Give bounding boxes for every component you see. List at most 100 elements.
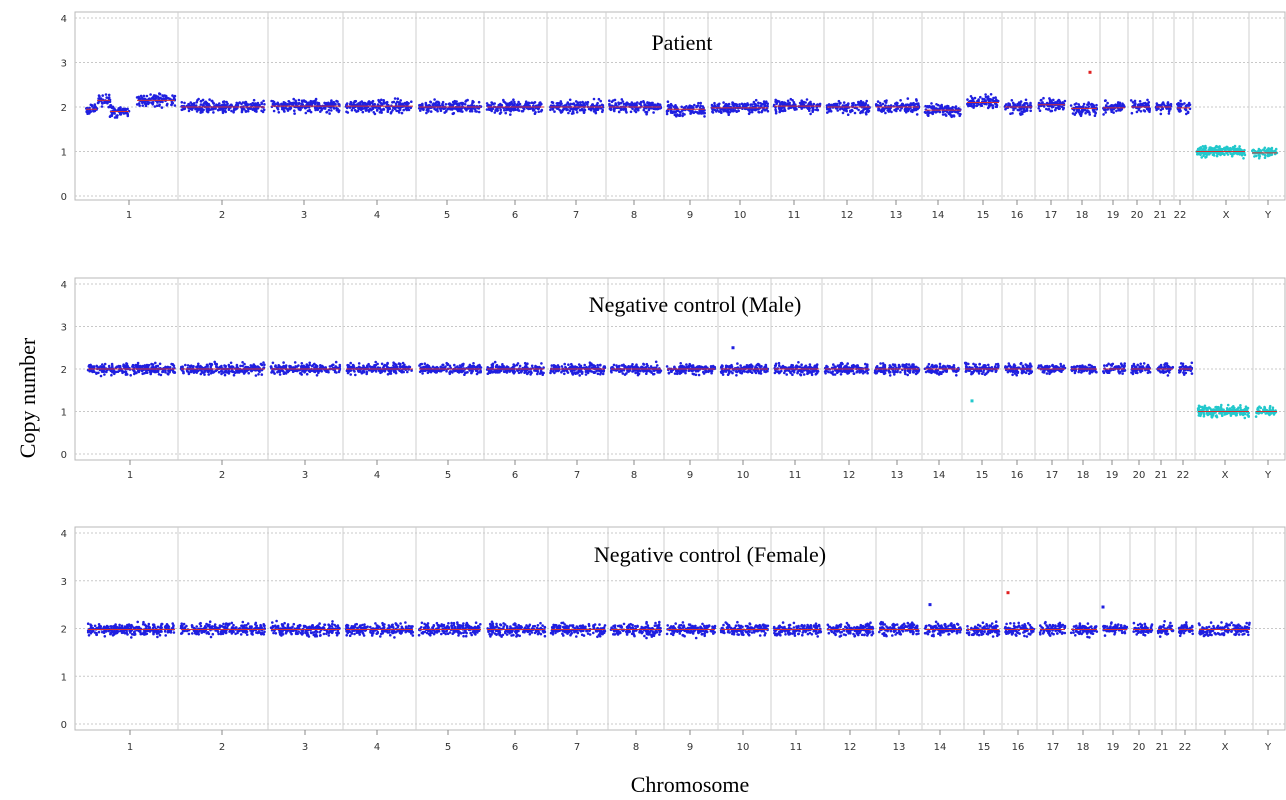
data-point xyxy=(207,102,210,106)
data-point xyxy=(189,365,192,368)
data-point xyxy=(631,102,635,106)
data-point xyxy=(1019,100,1023,103)
data-point xyxy=(565,369,569,373)
data-point xyxy=(485,108,489,111)
data-point xyxy=(86,110,90,113)
data-point xyxy=(396,97,400,100)
data-point xyxy=(537,110,540,113)
data-point xyxy=(904,108,907,111)
data-points xyxy=(108,104,131,119)
data-point xyxy=(575,111,579,114)
data-point xyxy=(243,371,247,374)
x-tick-label: 8 xyxy=(631,470,637,481)
data-point xyxy=(854,103,857,107)
data-point xyxy=(1266,148,1269,151)
data-point xyxy=(941,113,945,116)
data-point xyxy=(612,99,615,102)
data-point xyxy=(1146,102,1150,105)
data-point xyxy=(374,370,378,373)
data-point xyxy=(1233,144,1237,148)
data-point xyxy=(957,112,960,115)
data-point xyxy=(305,372,309,376)
data-point xyxy=(470,365,474,369)
data-point xyxy=(735,110,738,113)
data-point xyxy=(526,372,529,375)
x-tick-label: 10 xyxy=(737,470,750,481)
data-point xyxy=(808,106,811,110)
data-point xyxy=(350,108,354,112)
data-point xyxy=(683,113,686,116)
x-tick-label: 6 xyxy=(512,470,518,481)
data-point xyxy=(158,92,161,95)
data-point xyxy=(549,369,553,373)
data-point xyxy=(227,370,231,373)
data-point xyxy=(334,102,337,106)
panel-title: Patient xyxy=(651,30,712,55)
data-point xyxy=(775,102,778,105)
data-point xyxy=(512,372,516,375)
data-point xyxy=(464,100,467,103)
data-point xyxy=(1079,114,1083,118)
data-point xyxy=(395,109,398,113)
data-point xyxy=(282,361,285,364)
data-point xyxy=(111,370,114,374)
data-point xyxy=(315,374,319,377)
data-point xyxy=(134,363,138,367)
data-point xyxy=(532,101,535,105)
data-point xyxy=(836,109,839,112)
data-point xyxy=(330,101,334,104)
data-point xyxy=(144,104,148,108)
data-point xyxy=(1196,148,1200,152)
data-point xyxy=(530,364,534,368)
data-point xyxy=(1178,108,1182,112)
data-point xyxy=(406,102,410,105)
data-point xyxy=(195,101,198,104)
data-point xyxy=(353,100,357,103)
data-point xyxy=(310,364,314,368)
data-point xyxy=(476,364,480,368)
data-point xyxy=(856,103,860,106)
data-point xyxy=(724,104,727,108)
data-point xyxy=(517,100,520,104)
x-tick-label: 2 xyxy=(219,210,225,221)
data-point xyxy=(221,111,225,115)
data-point xyxy=(252,102,256,106)
data-point xyxy=(1050,101,1054,105)
x-tick-label: 11 xyxy=(788,210,801,221)
data-point xyxy=(886,109,889,112)
data-point xyxy=(1052,105,1055,108)
data-point xyxy=(337,102,340,106)
data-point xyxy=(121,371,124,375)
data-point xyxy=(463,371,467,375)
data-point xyxy=(578,374,581,377)
data-point xyxy=(675,115,678,118)
data-point xyxy=(766,102,769,105)
data-point xyxy=(477,110,481,114)
data-point xyxy=(260,102,264,106)
data-point xyxy=(757,111,761,114)
data-point xyxy=(241,364,244,368)
data-point xyxy=(154,361,157,365)
data-point xyxy=(337,110,341,114)
data-point xyxy=(754,98,758,102)
data-point xyxy=(1240,154,1244,157)
data-point xyxy=(1095,103,1098,107)
data-point xyxy=(572,366,576,369)
data-point xyxy=(720,111,723,114)
data-point xyxy=(218,102,221,105)
data-point xyxy=(386,110,390,113)
data-point xyxy=(971,96,974,100)
data-point xyxy=(619,108,623,111)
x-tick-label: 19 xyxy=(1106,470,1119,481)
data-point xyxy=(907,103,911,107)
data-point xyxy=(1160,103,1163,106)
data-point xyxy=(764,104,767,107)
data-point xyxy=(549,104,553,107)
data-point xyxy=(881,102,885,106)
data-point xyxy=(680,105,683,109)
data-point xyxy=(634,107,637,110)
data-point xyxy=(621,372,625,375)
data-point xyxy=(199,372,203,376)
data-point xyxy=(418,370,422,374)
